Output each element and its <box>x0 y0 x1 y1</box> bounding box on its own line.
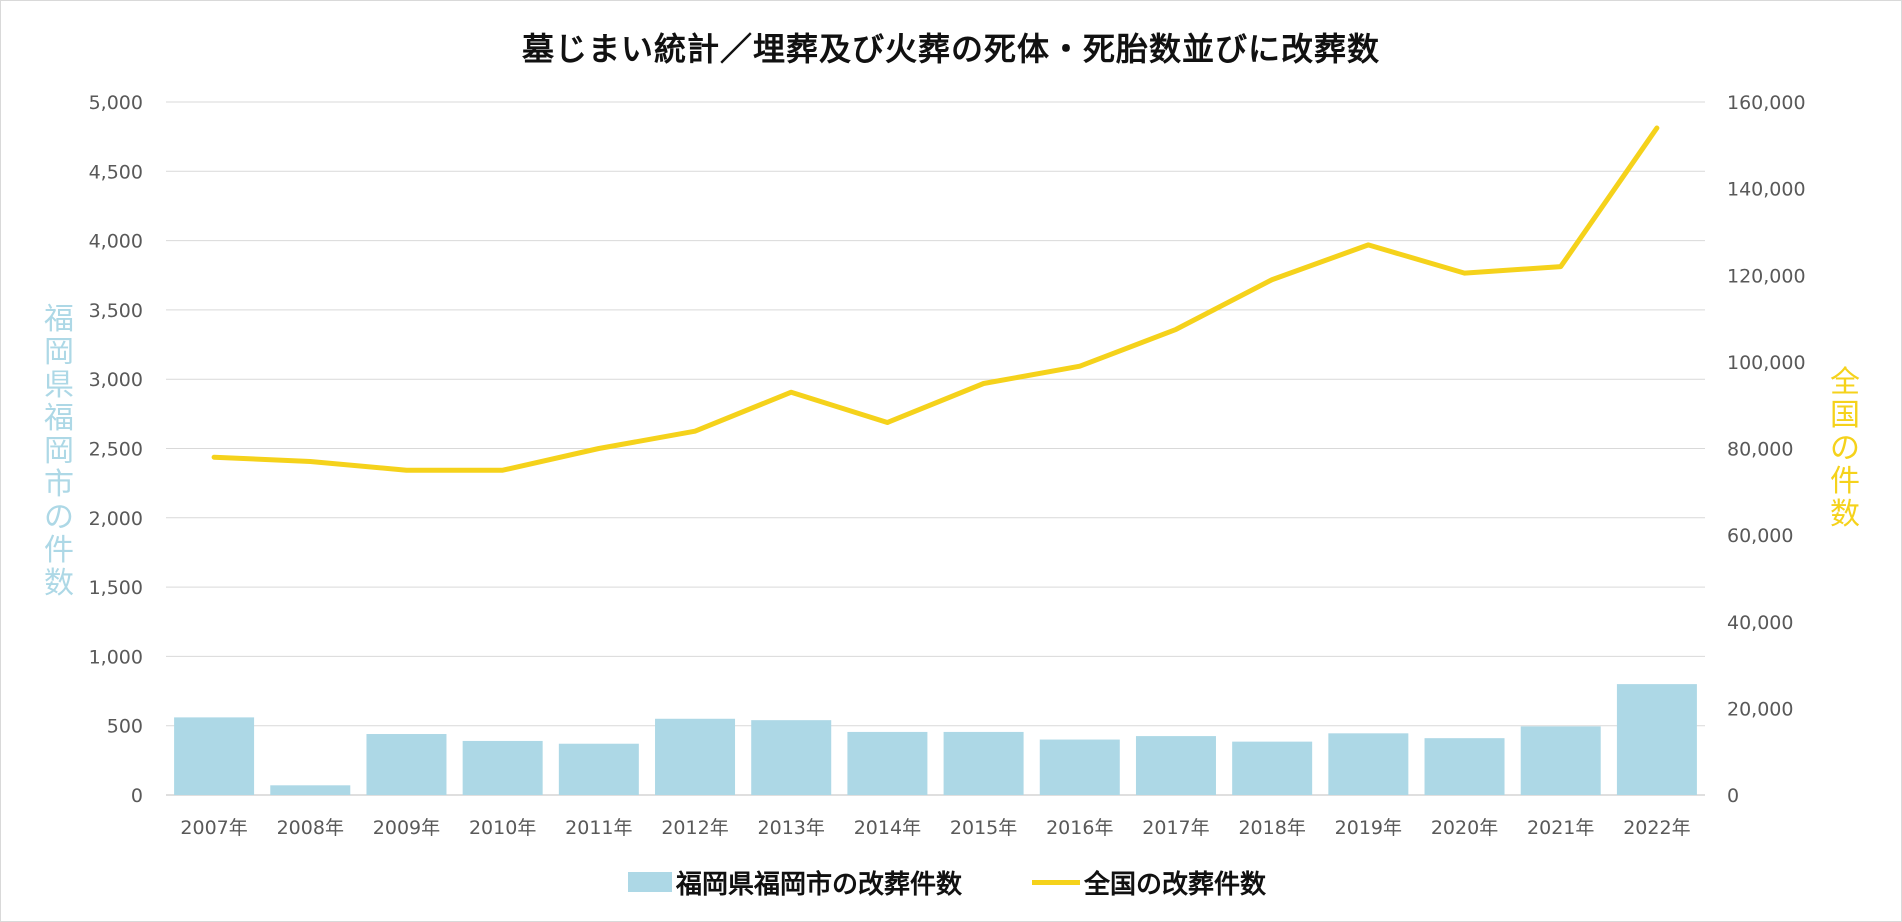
bar <box>462 740 543 795</box>
bar <box>558 743 639 795</box>
y-left-tick-label: 4,000 <box>89 231 143 253</box>
bar <box>1328 733 1409 795</box>
y-left-tick-label: 3,500 <box>89 300 143 322</box>
legend-label-line-series: 全国の改葬件数 <box>1084 869 1267 900</box>
bar <box>1520 726 1601 795</box>
y-right-tick-label: 0 <box>1727 785 1739 807</box>
bar <box>847 731 928 795</box>
bar <box>655 718 736 795</box>
x-tick-label: 2016年 <box>1046 817 1113 839</box>
bar <box>366 734 447 795</box>
x-tick-label: 2012年 <box>661 817 728 839</box>
y-right-tick-label: 40,000 <box>1727 612 1793 634</box>
chart-legend: 福岡県福岡市の改葬件数 全国の改葬件数 <box>0 862 1902 902</box>
x-tick-label: 2013年 <box>758 817 825 839</box>
bar <box>1135 736 1216 795</box>
y-right-tick-label: 20,000 <box>1727 698 1793 720</box>
y-right-tick-label: 140,000 <box>1727 179 1806 201</box>
legend-label-bar-series: 福岡県福岡市の改葬件数 <box>676 869 963 900</box>
bar <box>1232 741 1313 795</box>
line-series <box>211 125 1660 473</box>
y-left-tick-label: 3,000 <box>89 369 143 391</box>
bar <box>1039 739 1120 795</box>
x-tick-label: 2019年 <box>1335 817 1402 839</box>
bar <box>1616 684 1697 795</box>
legend-item-bar-series: 福岡県福岡市の改葬件数 <box>628 862 962 902</box>
x-tick-label: 2010年 <box>469 817 536 839</box>
y-left-tick-label: 1,500 <box>89 577 143 599</box>
x-tick-label: 2022年 <box>1623 817 1690 839</box>
y-left-tick-label: 2,000 <box>89 508 143 530</box>
x-tick-label: 2014年 <box>854 817 921 839</box>
x-tick-label: 2021年 <box>1527 817 1594 839</box>
x-tick-label: 2009年 <box>373 817 440 839</box>
legend-swatch-bar <box>628 872 672 892</box>
bar <box>751 720 832 795</box>
legend-swatch-line <box>1032 879 1080 885</box>
x-tick-label: 2017年 <box>1142 817 1209 839</box>
y-left-tick-label: 500 <box>107 716 143 738</box>
y-left-tick-label: 4,500 <box>89 161 143 183</box>
bar <box>174 717 255 795</box>
bar <box>1424 738 1505 795</box>
y-right-tick-label: 80,000 <box>1727 439 1793 461</box>
bar <box>943 731 1024 795</box>
bar <box>270 785 351 795</box>
y-left-tick-label: 1,000 <box>89 646 143 668</box>
y-right-tick-label: 100,000 <box>1727 352 1806 374</box>
x-tick-label: 2018年 <box>1238 817 1305 839</box>
x-tick-label: 2007年 <box>180 817 247 839</box>
x-tick-label: 2011年 <box>565 817 632 839</box>
y-right-tick-label: 120,000 <box>1727 265 1806 287</box>
y-left-tick-label: 2,500 <box>89 439 143 461</box>
chart-title: 墓じまい統計／埋葬及び火葬の死体・死胎数並びに改葬数 <box>521 30 1380 68</box>
y-right-tick-label: 60,000 <box>1727 525 1793 547</box>
x-tick-label: 2008年 <box>277 817 344 839</box>
y-axis-right-label: 全国の件数 <box>1830 365 1860 532</box>
y-left-tick-label: 5,000 <box>89 92 143 114</box>
y-left-tick-label: 0 <box>131 785 143 807</box>
x-tick-label: 2015年 <box>950 817 1017 839</box>
y-axis-left-label: 福岡県福岡市の件数 <box>44 302 74 601</box>
x-tick-label: 2020年 <box>1431 817 1498 839</box>
legend-item-line-series: 全国の改葬件数 <box>1032 862 1266 902</box>
y-right-tick-label: 160,000 <box>1727 92 1806 114</box>
